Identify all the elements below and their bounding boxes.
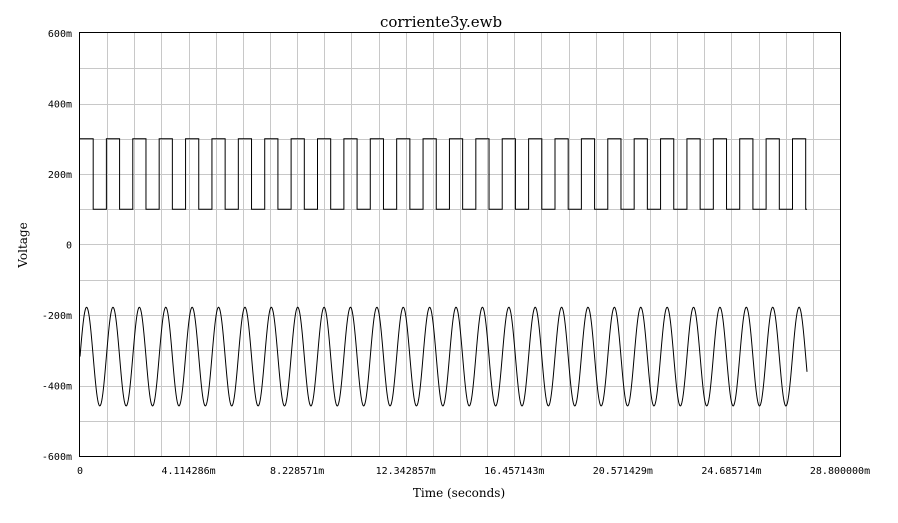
x-tick-label: 24.685714m <box>701 466 761 477</box>
x-tick-label: 12.342857m <box>376 466 436 477</box>
y-tick-label: 200m <box>48 170 72 181</box>
x-tick-label: 4.114286m <box>161 466 215 477</box>
series-group <box>79 138 808 407</box>
chart-title: corriente3y.ewb <box>380 13 502 31</box>
y-tick-label: -400m <box>42 382 72 393</box>
x-axis-label: Time (seconds) <box>413 486 505 500</box>
plot-frame <box>79 32 841 457</box>
x-tick-label: 28.800000m <box>810 466 870 477</box>
x-tick-label: 0 <box>77 466 83 477</box>
x-tick-label: 8.228571m <box>270 466 324 477</box>
y-axis-label: Voltage <box>16 222 30 268</box>
x-tick-labels: 0 4.114286m 8.228571m 12.342857m 16.457143m 2… <box>77 466 870 477</box>
y-tick-label: -200m <box>42 311 72 322</box>
series-square-wave <box>80 138 808 210</box>
y-tick-label: 0 <box>66 241 72 252</box>
y-tick-label: -600m <box>42 452 72 463</box>
y-tick-label: 600m <box>48 29 72 40</box>
x-tick-label: 16.457143m <box>484 466 544 477</box>
series-sine-wave <box>79 306 808 407</box>
y-tick-labels: 600m 400m 200m 0 -200m -400m -600m <box>42 29 72 463</box>
x-tick-label: 20.571429m <box>593 466 653 477</box>
grid-lines <box>80 33 840 456</box>
y-tick-label: 400m <box>48 100 72 111</box>
